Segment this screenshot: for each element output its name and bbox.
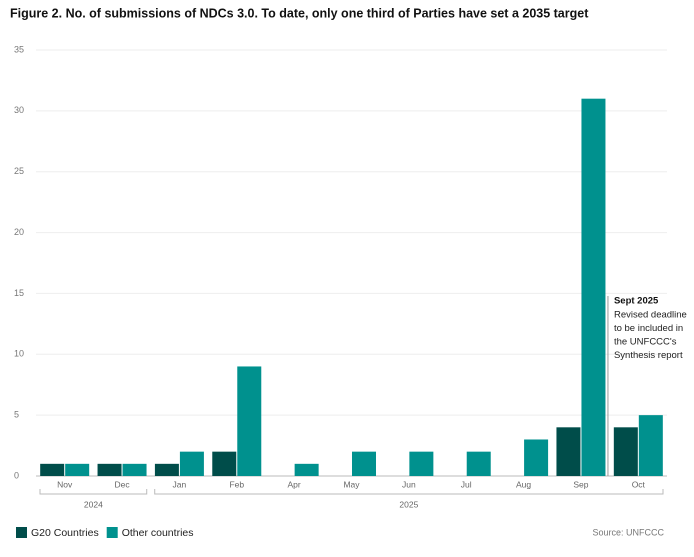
x-tick-label: Oct <box>632 479 646 489</box>
annotation-text: to be included in <box>614 323 683 334</box>
y-tick-label: 15 <box>14 288 24 298</box>
group-bracket <box>39 489 148 495</box>
x-tick-label: Sep <box>573 479 588 489</box>
bar <box>122 463 147 476</box>
legend-swatch <box>16 527 27 538</box>
y-tick-label: 25 <box>14 166 24 176</box>
annotation-text: Revised deadline <box>614 310 687 321</box>
bar <box>294 463 319 476</box>
x-tick-label: Feb <box>229 479 244 489</box>
bar <box>524 439 549 476</box>
y-tick-label: 0 <box>14 470 19 480</box>
bar <box>237 366 262 476</box>
x-tick-label: Dec <box>114 479 130 489</box>
annotation-text: Synthesis report <box>614 350 683 361</box>
source: Source: UNFCCC <box>592 527 664 537</box>
bar <box>97 463 122 476</box>
bar <box>466 451 491 476</box>
bar <box>352 451 376 476</box>
bar <box>154 463 179 476</box>
x-tick-label: Jul <box>461 479 472 489</box>
legend-label: G20 Countries <box>31 527 99 539</box>
y-tick-label: 5 <box>14 410 19 420</box>
legend-swatch <box>106 527 118 538</box>
bar <box>638 415 663 476</box>
chart-title: Figure 2. No. of submissions of NDCs 3.0… <box>10 6 589 20</box>
bar <box>613 427 638 476</box>
bar <box>179 451 204 476</box>
bar <box>40 463 65 476</box>
x-tick-label: May <box>343 479 360 489</box>
y-tick-label: 10 <box>14 349 24 359</box>
annotation-text: the UNFCCC's <box>614 337 677 348</box>
y-tick-label: 20 <box>14 227 24 237</box>
y-tick-label: 30 <box>14 105 24 115</box>
bar <box>212 451 237 476</box>
group-label: 2025 <box>399 499 418 509</box>
bar <box>65 463 90 476</box>
bar <box>556 427 581 476</box>
x-tick-label: Jun <box>402 479 416 489</box>
x-tick-label: Aug <box>516 479 531 489</box>
bar <box>581 98 606 476</box>
legend-label: Other countries <box>122 527 194 539</box>
group-bracket <box>154 489 664 495</box>
group-label: 2024 <box>84 499 103 509</box>
annotation-title: Sept 2025 <box>614 296 659 307</box>
x-tick-label: Apr <box>288 479 301 489</box>
bar <box>409 451 434 476</box>
x-tick-label: Jan <box>173 479 187 489</box>
y-tick-label: 35 <box>14 44 24 54</box>
x-tick-label: Nov <box>57 479 73 489</box>
